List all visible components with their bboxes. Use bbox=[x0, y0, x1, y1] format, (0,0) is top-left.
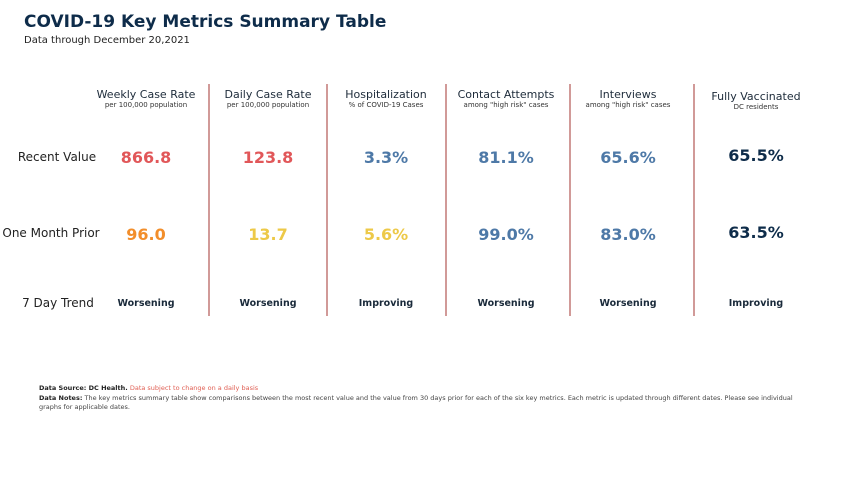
recent-value: 3.3% bbox=[363, 148, 409, 167]
column-divider bbox=[326, 84, 328, 316]
prior-value: 13.7 bbox=[248, 225, 288, 244]
column-header: Hospitalization bbox=[345, 88, 427, 101]
metric-column-interviews: Interviews among "high risk" cases 65.6%… bbox=[568, 80, 688, 320]
recent-value: 65.5% bbox=[728, 146, 784, 165]
trend-value: Worsening bbox=[599, 298, 657, 309]
recent-value: 81.1% bbox=[478, 148, 534, 167]
recent-value: 866.8 bbox=[120, 148, 172, 167]
trend-value: Improving bbox=[728, 298, 784, 309]
column-header: Weekly Case Rate bbox=[96, 88, 196, 101]
column-header: Fully Vaccinated bbox=[711, 90, 801, 103]
row-label-prior: One Month Prior bbox=[2, 226, 100, 240]
metric-column-daily-case-rate: Daily Case Rate per 100,000 population 1… bbox=[208, 80, 328, 320]
trend-value: Worsening bbox=[117, 298, 175, 309]
column-divider bbox=[208, 84, 210, 316]
column-header: Contact Attempts bbox=[457, 88, 555, 101]
column-subheader: per 100,000 population bbox=[226, 101, 310, 109]
trend-value: Worsening bbox=[477, 298, 535, 309]
trend-value: Worsening bbox=[239, 298, 297, 309]
prior-value: 96.0 bbox=[126, 225, 166, 244]
column-subheader: among "high risk" cases bbox=[463, 101, 549, 109]
prior-value: 5.6% bbox=[363, 225, 409, 244]
data-source-note: Data subject to change on a daily basis bbox=[129, 384, 259, 392]
column-subheader: per 100,000 population bbox=[104, 101, 188, 109]
footer-notes: Data Source: DC Health. Data subject to … bbox=[39, 384, 809, 413]
metric-column-contact-attempts: Contact Attempts among "high risk" cases… bbox=[446, 80, 566, 320]
column-subheader: among "high risk" cases bbox=[585, 101, 671, 109]
prior-value: 83.0% bbox=[600, 225, 656, 244]
page-title: COVID-19 Key Metrics Summary Table bbox=[24, 12, 387, 32]
data-notes-line: Data Notes: The key metrics summary tabl… bbox=[39, 394, 809, 413]
column-divider bbox=[569, 84, 571, 316]
column-divider bbox=[445, 84, 447, 316]
trend-value: Improving bbox=[358, 298, 414, 309]
prior-value: 63.5% bbox=[728, 223, 784, 242]
data-notes-text: The key metrics summary table show compa… bbox=[39, 393, 793, 412]
page-subtitle: Data through December 20,2021 bbox=[24, 35, 190, 46]
metric-column-weekly-case-rate: Weekly Case Rate per 100,000 population … bbox=[86, 80, 206, 320]
data-source-label: Data Source: DC Health. bbox=[39, 384, 128, 392]
column-subheader: DC residents bbox=[733, 103, 779, 111]
recent-value: 65.6% bbox=[600, 148, 656, 167]
data-notes-label: Data Notes: bbox=[39, 393, 83, 402]
metric-column-fully-vaccinated: Fully Vaccinated DC residents 65.5% 63.5… bbox=[696, 80, 816, 320]
column-header: Interviews bbox=[599, 88, 657, 101]
column-divider bbox=[693, 84, 695, 316]
row-label-recent: Recent Value bbox=[17, 150, 97, 164]
metric-column-hospitalization: Hospitalization % of COVID-19 Cases 3.3%… bbox=[326, 80, 446, 320]
column-subheader: % of COVID-19 Cases bbox=[348, 101, 424, 109]
prior-value: 99.0% bbox=[478, 225, 534, 244]
recent-value: 123.8 bbox=[242, 148, 294, 167]
data-source-line: Data Source: DC Health. Data subject to … bbox=[39, 384, 809, 394]
column-header: Daily Case Rate bbox=[224, 88, 312, 101]
row-label-trend: 7 Day Trend bbox=[22, 296, 94, 310]
